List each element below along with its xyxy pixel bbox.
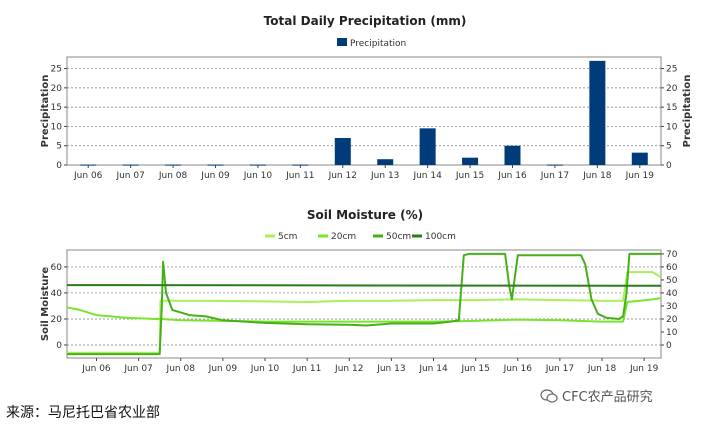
precipitation-bar-jun-18 [589,60,606,165]
soil-moisture-line-20cm [66,297,662,323]
precipitation-xtick-label-jun-13: Jun 13 [370,171,399,181]
precipitation-xtick-label-jun-11: Jun 11 [285,171,314,181]
soil-moisture-chart-title: Soil Moisture (%) [307,208,423,222]
precipitation-xtick-label-jun-12: Jun 12 [328,171,357,181]
soil-moisture-xtick-label-jun-14: Jun 14 [418,364,448,374]
soil-moisture-xtick-label-jun-09: Jun 09 [208,364,238,374]
soil-moisture-line-100cm [67,284,662,287]
soil-moisture-ytick-label-left-40: 40 [51,289,63,299]
precipitation-ytick-label-right-5: 5 [666,142,672,152]
precipitation-xtick-label-jun-18: Jun 18 [582,171,612,181]
precipitation-ytick-label-right-20: 20 [666,84,678,94]
precipitation-xtick-label-jun-07: Jun 07 [115,171,144,181]
soil-moisture-xtick-label-jun-16: Jun 16 [503,364,533,374]
precipitation-ytick-label-left-5: 5 [56,142,62,152]
precipitation-xtick-label-jun-17: Jun 17 [540,171,569,181]
source-note: 来源：马尼托巴省农业部 [6,405,160,421]
soil-moisture-ytick-label-right-40: 40 [666,289,678,299]
precipitation-bar-jun-14 [419,128,436,165]
precipitation-ytick-label-right-25: 25 [666,65,677,75]
soil-moisture-xtick-label-jun-15: Jun 15 [460,364,489,374]
soil-moisture-ytick-label-right-70: 70 [666,250,678,260]
precipitation-xtick-label-jun-09: Jun 09 [200,171,230,181]
soil-moisture-y-ticks-right: 0 10 20 30 40 50 60 70 [661,250,678,351]
precipitation-xtick-label-jun-10: Jun 10 [243,171,273,181]
precipitation-plot-frame [66,56,662,166]
soil-moisture-y-axis-label: Soil Moisture [40,267,51,341]
soil-moisture-xtick-label-jun-18: Jun 18 [587,364,617,374]
precipitation-x-ticks: Jun 06 Jun 07 Jun 08 Jun 09 Jun 10 Jun 11 Jun … [73,165,654,181]
soil-moisture-ytick-label-left-0: 0 [56,341,62,351]
soil-moisture-x-ticks: Jun 06 Jun 07 Jun 08 Jun 09 Jun 10 Jun 11 Jun … [81,358,659,374]
precipitation-ytick-label-left-15: 15 [51,103,62,113]
precipitation-bar-jun-16 [504,145,521,165]
soil-moisture-xtick-label-jun-10: Jun 10 [250,364,280,374]
soil-moisture-xtick-label-jun-12: Jun 12 [334,364,363,374]
soil-moisture-legend-label-20cm: 20cm [331,232,356,242]
soil-moisture-xtick-label-jun-11: Jun 11 [292,364,321,374]
soil-moisture-ytick-label-left-60: 60 [51,263,63,273]
precipitation-bar-jun-12 [334,138,351,165]
soil-moisture-legend: 5cm 20cm 50cm 100cm [265,232,456,242]
wechat-icon [540,388,558,403]
precipitation-ytick-label-left-25: 25 [51,65,62,75]
soil-moisture-legend-label-100cm: 100cm [425,232,456,242]
soil-moisture-xtick-label-jun-13: Jun 13 [376,364,405,374]
soil-moisture-xtick-label-jun-08: Jun 08 [166,364,196,374]
precipitation-xtick-label-jun-15: Jun 15 [455,171,484,181]
precipitation-bar-jun-13 [377,159,394,165]
soil-moisture-ytick-label-right-20: 20 [666,315,678,325]
precipitation-ytick-label-left-0: 0 [56,161,62,171]
soil-moisture-chart: Soil Moisture (%) 5cm 20cm 50cm 100cm 0 20 40… [40,208,678,374]
precipitation-y-axis-label: Precipitation [40,75,51,148]
precipitation-chart: Total Daily Precipitation (mm) Precipita… [40,14,693,181]
soil-moisture-ytick-label-right-10: 10 [666,328,678,338]
precipitation-legend-swatch [337,38,347,46]
precipitation-chart-title: Total Daily Precipitation (mm) [264,14,467,28]
soil-moisture-xtick-label-jun-17: Jun 17 [545,364,574,374]
precipitation-xtick-label-jun-08: Jun 08 [158,171,188,181]
soil-moisture-ytick-label-right-0: 0 [666,341,672,351]
soil-moisture-plot-frame [66,249,662,359]
precipitation-legend-label: Precipitation [350,39,406,49]
precipitation-y-ticks-left: 0 5 10 15 20 25 [51,65,67,171]
soil-moisture-gridlines [67,266,661,346]
soil-moisture-xtick-label-jun-07: Jun 07 [123,364,152,374]
watermark-text: CFC农产品研究 [562,390,653,405]
soil-moisture-y-ticks-left: 0 20 40 60 [51,263,67,351]
precipitation-y-axis-label-right: Precipitation [682,75,693,148]
soil-moisture-lines [66,252,662,356]
precipitation-ytick-label-right-15: 15 [666,103,677,113]
precipitation-xtick-label-jun-19: Jun 19 [625,171,655,181]
soil-moisture-legend-label-5cm: 5cm [278,232,297,242]
watermark: CFC农产品研究 [540,386,653,405]
precipitation-y-ticks-right: 0 5 10 15 20 25 [661,65,678,171]
precipitation-ytick-label-left-20: 20 [51,84,63,94]
precipitation-xtick-label-jun-16: Jun 16 [497,171,527,181]
precipitation-gridlines [67,68,661,147]
precipitation-bars [80,60,648,166]
precipitation-ytick-label-right-10: 10 [666,122,678,132]
precipitation-xtick-label-jun-06: Jun 06 [73,171,103,181]
soil-moisture-xtick-label-jun-06: Jun 06 [81,364,111,374]
precipitation-ytick-label-left-10: 10 [51,122,63,132]
soil-moisture-ytick-label-right-30: 30 [666,302,678,312]
soil-moisture-line-50cm [67,252,661,356]
precipitation-bar-jun-19 [631,152,648,165]
soil-moisture-legend-label-50cm: 50cm [386,232,411,242]
soil-moisture-ytick-label-left-20: 20 [51,315,63,325]
soil-moisture-ytick-label-right-50: 50 [666,276,678,286]
precipitation-legend: Precipitation [337,38,406,49]
precipitation-ytick-label-right-0: 0 [666,161,672,171]
precipitation-xtick-label-jun-14: Jun 14 [412,171,442,181]
precipitation-bar-jun-15 [462,157,479,165]
soil-moisture-xtick-label-jun-19: Jun 19 [629,364,659,374]
soil-moisture-ytick-label-right-60: 60 [666,263,678,273]
